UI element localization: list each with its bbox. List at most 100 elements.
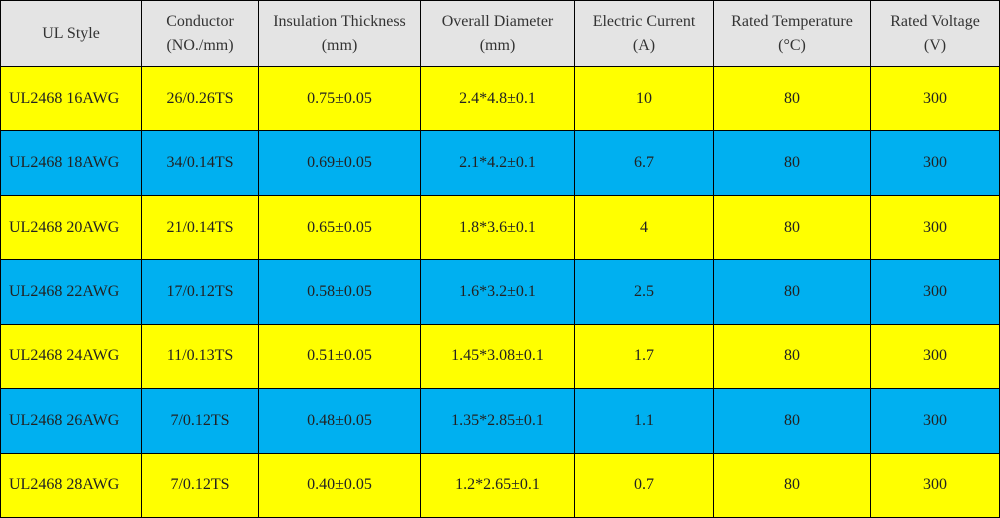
cell-text: 80 bbox=[784, 411, 800, 429]
cell-text: 1.7 bbox=[634, 347, 654, 365]
table-cell: 4 bbox=[575, 195, 713, 260]
header-text: (mm) bbox=[479, 36, 516, 54]
cell-text: 21/0.14TS bbox=[166, 218, 234, 236]
cell-text: 300 bbox=[923, 154, 947, 172]
cell-text: UL2468 24AWG bbox=[9, 347, 120, 365]
table-cell: 80 bbox=[714, 67, 870, 131]
header-text: (mm) bbox=[321, 36, 358, 54]
cell-text: 2.1*4.2±0.1 bbox=[459, 154, 536, 172]
table-cell: 7/0.12TS bbox=[142, 453, 258, 517]
cell-text: 80 bbox=[784, 347, 800, 365]
cell-text: 300 bbox=[923, 218, 947, 236]
table-cell: 80 bbox=[714, 453, 870, 517]
cell-text: 1.6*3.2±0.1 bbox=[459, 282, 536, 300]
cell-text: 300 bbox=[923, 411, 947, 429]
table-cell: 10 bbox=[575, 67, 713, 131]
cell-text: 80 bbox=[784, 282, 800, 300]
cell-text: 0.51±0.05 bbox=[307, 347, 372, 365]
table-cell: 80 bbox=[714, 131, 870, 195]
cell-text: UL2468 16AWG bbox=[9, 89, 120, 107]
cell-text: 0.7 bbox=[634, 476, 654, 494]
table-cell: 300 bbox=[871, 324, 999, 389]
table-cell: 1.7 bbox=[575, 324, 713, 389]
table-cell: UL2468 24AWG bbox=[1, 324, 141, 389]
header-text: (A) bbox=[632, 36, 656, 54]
table-cell: 0.48±0.05 bbox=[259, 389, 420, 453]
cell-text: 1.35*2.85±0.1 bbox=[451, 411, 544, 429]
table-cell: UL2468 22AWG bbox=[1, 260, 141, 324]
cell-text: 0.65±0.05 bbox=[307, 218, 372, 236]
header-text: UL Style bbox=[42, 24, 100, 42]
cell-text: 300 bbox=[923, 476, 947, 494]
cell-text: UL2468 22AWG bbox=[9, 282, 120, 300]
cell-text: 26/0.26TS bbox=[166, 89, 234, 107]
table-cell: 0.40±0.05 bbox=[259, 453, 420, 517]
cell-text: 0.48±0.05 bbox=[307, 411, 372, 429]
header-cell: Rated Temperature (°C) bbox=[714, 1, 870, 66]
cell-text: 17/0.12TS bbox=[166, 282, 234, 300]
header-text: (NO./mm) bbox=[166, 36, 234, 54]
cell-text: 300 bbox=[923, 282, 947, 300]
table-cell: 0.51±0.05 bbox=[259, 324, 420, 389]
cell-text: 7/0.12TS bbox=[170, 411, 230, 429]
table-cell: 21/0.14TS bbox=[142, 195, 258, 260]
table-cell: 300 bbox=[871, 131, 999, 195]
table-cell: 2.5 bbox=[575, 260, 713, 324]
header-cell: Insulation Thickness (mm) bbox=[259, 1, 420, 66]
table-cell: 300 bbox=[871, 67, 999, 131]
cell-text: 1.1 bbox=[634, 411, 654, 429]
header-cell: Rated Voltage (V) bbox=[871, 1, 999, 66]
table-cell: 80 bbox=[714, 389, 870, 453]
cell-text: 11/0.13TS bbox=[166, 347, 234, 365]
table-cell: 17/0.12TS bbox=[142, 260, 258, 324]
header-cell: Electric Current (A) bbox=[575, 1, 713, 66]
cell-text: 0.69±0.05 bbox=[307, 154, 372, 172]
table-cell: 7/0.12TS bbox=[142, 389, 258, 453]
header-text: Rated Temperature bbox=[731, 12, 853, 30]
header-text: Conductor bbox=[166, 12, 234, 30]
cell-text: 80 bbox=[784, 154, 800, 172]
cell-text: 80 bbox=[784, 476, 800, 494]
table-cell: 34/0.14TS bbox=[142, 131, 258, 195]
cell-text: 0.40±0.05 bbox=[307, 476, 372, 494]
cell-text: 6.7 bbox=[634, 154, 654, 172]
cell-text: 80 bbox=[784, 89, 800, 107]
table-cell: 0.75±0.05 bbox=[259, 67, 420, 131]
table-cell: UL2468 28AWG bbox=[1, 453, 141, 517]
table-cell: 6.7 bbox=[575, 131, 713, 195]
table-cell: 80 bbox=[714, 260, 870, 324]
table-cell: 11/0.13TS bbox=[142, 324, 258, 389]
cell-text: 1.8*3.6±0.1 bbox=[459, 218, 536, 236]
table-cell: 1.45*3.08±0.1 bbox=[421, 324, 574, 389]
cell-text: UL2468 28AWG bbox=[9, 476, 120, 494]
table-cell: UL2468 26AWG bbox=[1, 389, 141, 453]
table-cell: 26/0.26TS bbox=[142, 67, 258, 131]
cell-text: 1.2*2.65±0.1 bbox=[455, 476, 540, 494]
header-text: (V) bbox=[923, 36, 947, 54]
table-cell: 300 bbox=[871, 389, 999, 453]
table-cell: 1.2*2.65±0.1 bbox=[421, 453, 574, 517]
header-text: Rated Voltage bbox=[890, 12, 980, 30]
table-cell: 2.4*4.8±0.1 bbox=[421, 67, 574, 131]
cell-text: UL2468 26AWG bbox=[9, 411, 120, 429]
table-cell: UL2468 20AWG bbox=[1, 195, 141, 260]
table-cell: 0.58±0.05 bbox=[259, 260, 420, 324]
table-cell: 1.35*2.85±0.1 bbox=[421, 389, 574, 453]
cell-text: 7/0.12TS bbox=[170, 476, 230, 494]
cell-text: 2.4*4.8±0.1 bbox=[459, 89, 536, 107]
table-cell: 1.1 bbox=[575, 389, 713, 453]
table-cell: 80 bbox=[714, 195, 870, 260]
cell-text: UL2468 18AWG bbox=[9, 154, 120, 172]
cell-text: 80 bbox=[784, 218, 800, 236]
cell-text: 2.5 bbox=[634, 282, 654, 300]
table-cell: 1.6*3.2±0.1 bbox=[421, 260, 574, 324]
header-text: Overall Diameter bbox=[441, 12, 554, 30]
table-cell: UL2468 18AWG bbox=[1, 131, 141, 195]
header-text: (°C) bbox=[778, 36, 806, 54]
table-cell: 80 bbox=[714, 324, 870, 389]
header-cell: Overall Diameter (mm) bbox=[421, 1, 574, 66]
header-text: Insulation Thickness bbox=[273, 12, 406, 30]
table-cell: 0.7 bbox=[575, 453, 713, 517]
